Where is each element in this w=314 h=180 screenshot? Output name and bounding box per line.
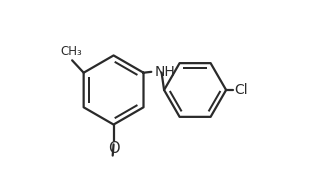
- Text: NH: NH: [154, 65, 175, 79]
- Text: Cl: Cl: [235, 83, 248, 97]
- Text: CH₃: CH₃: [60, 45, 82, 58]
- Text: O: O: [108, 141, 119, 156]
